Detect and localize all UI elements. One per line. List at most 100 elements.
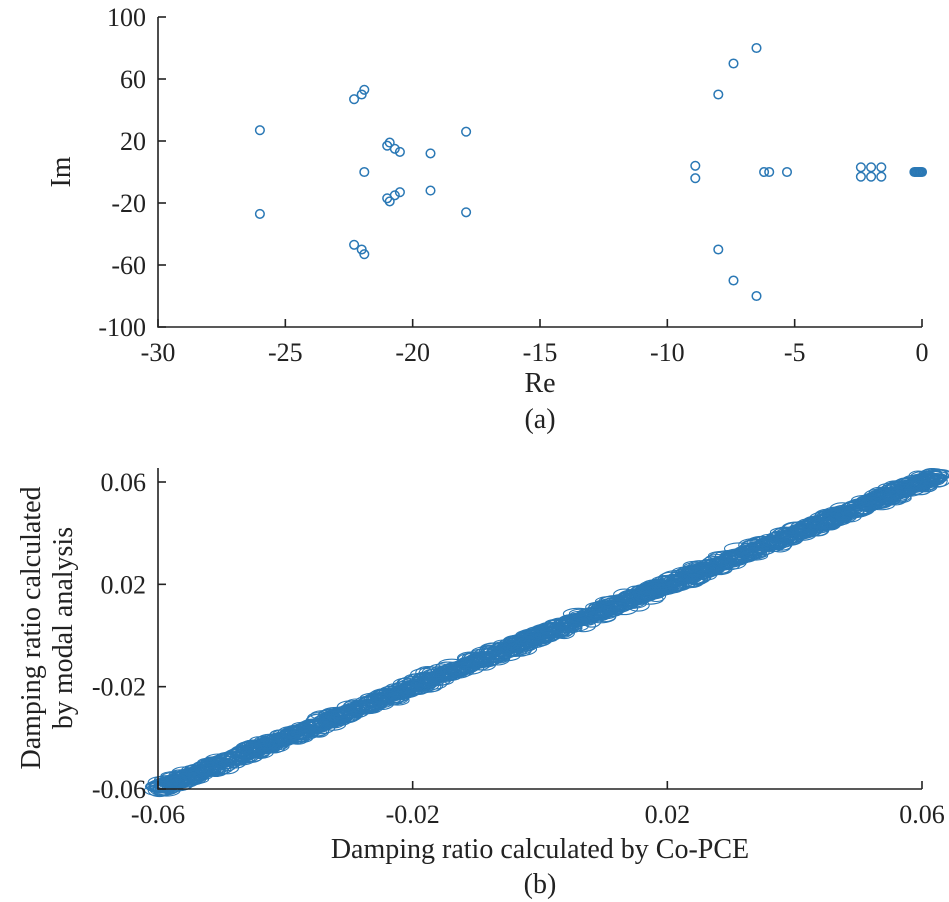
chart-a-point-30	[764, 166, 775, 178]
chart-a-point-24	[713, 244, 724, 255]
chart-a-x-tick-label: -30	[141, 338, 176, 367]
chart-b-point	[639, 583, 659, 598]
chart-a-panel-label: (a)	[524, 404, 555, 435]
chart-b-x-tick-label: -0.02	[386, 800, 440, 829]
chart-a-point-11	[384, 137, 395, 148]
chart-b-point	[279, 727, 307, 738]
chart-b-point	[296, 720, 318, 733]
chart-a-point-44	[916, 166, 928, 178]
chart-a-y-tick-label: 60	[120, 65, 146, 94]
chart-a-point-33	[855, 171, 866, 182]
chart-a-point-37	[876, 171, 887, 182]
chart-a-point-19	[461, 126, 472, 137]
chart-b-point	[310, 720, 336, 731]
chart-b-point	[443, 667, 470, 678]
chart-b-point	[600, 603, 625, 617]
chart-a-point-36	[876, 162, 887, 173]
chart-b-point	[401, 682, 426, 693]
chart-b-point	[613, 588, 636, 602]
chart-b-x-label: Damping ratio calculated by Co-PCE	[331, 834, 749, 865]
chart-a-y-tick-label: -100	[98, 313, 146, 342]
chart-b-point	[254, 738, 276, 750]
chart-a-point-28	[751, 290, 762, 302]
chart-b-point	[236, 741, 265, 755]
chart-b-point	[202, 758, 226, 769]
chart-a-point-31	[781, 166, 793, 178]
chart-b-point	[632, 594, 664, 605]
chart-a-y-label: Im	[46, 156, 77, 187]
chart-b-point	[857, 496, 883, 507]
chart-b-point	[565, 614, 591, 626]
chart-b-point	[681, 571, 704, 582]
chart-b-point	[608, 594, 630, 608]
chart-a-point-1	[254, 208, 265, 219]
chart-b-point	[796, 518, 817, 530]
chart-b-point	[657, 578, 687, 590]
chart-b-point	[812, 518, 837, 530]
chart-a-point-23	[713, 89, 724, 100]
chart-b-point	[839, 508, 868, 519]
chart-b-point	[398, 684, 423, 697]
chart-a-x-tick-label: -15	[523, 338, 558, 367]
chart-b-point	[794, 524, 817, 535]
chart-a-point-25	[728, 58, 739, 69]
chart-b-point	[562, 607, 594, 620]
chart-b-x-tick-label: 0.02	[645, 800, 691, 829]
chart-b-point	[442, 661, 472, 675]
chart-a-x-tick-label: -5	[784, 338, 806, 367]
chart-a-point-12	[384, 196, 395, 207]
chart-b-point	[765, 538, 789, 548]
chart-a-axes	[157, 17, 922, 328]
chart-b-point	[360, 701, 383, 712]
chart-b-y-ticks: -0.06 -0.02 0.02 0.06	[92, 468, 166, 804]
chart-a-y-ticks: -100 -60 -20 20 60 100	[98, 3, 166, 342]
chart-a-point-34	[866, 162, 877, 173]
chart-a-point-7	[359, 249, 370, 260]
chart-b-point	[759, 535, 788, 549]
chart-b-x-ticks: -0.06 -0.02 0.02 0.06	[131, 781, 945, 829]
chart-b-point	[269, 729, 292, 740]
chart-b-point	[921, 469, 949, 480]
chart-b-point	[824, 509, 844, 521]
chart-b-point	[694, 562, 718, 576]
chart-b-point	[806, 520, 829, 533]
chart-a-x-tick-label: -10	[650, 338, 685, 367]
chart-b-y-label-line-1: Damping ratio calculated	[16, 487, 47, 770]
chart-b-point	[503, 640, 534, 654]
chart-a-point-29	[759, 166, 770, 178]
chart-b-point	[457, 657, 478, 672]
chart-b-point	[840, 501, 870, 512]
chart-b-point	[736, 547, 759, 559]
chart-b-point	[540, 629, 560, 640]
chart-a-point-15	[394, 146, 405, 157]
chart-b-point	[822, 510, 845, 520]
chart-b-point	[895, 480, 927, 494]
chart-b-points	[143, 468, 949, 798]
chart-b-point	[231, 745, 260, 759]
chart-b-point	[423, 675, 454, 686]
chart-b-y-tick-label: 0.06	[101, 468, 147, 497]
chart-b-point	[896, 480, 921, 491]
chart-b-point	[499, 640, 524, 653]
chart-a-point-17	[425, 148, 436, 159]
chart-b-point	[748, 546, 770, 559]
chart-a-y-tick-label: 100	[107, 3, 146, 32]
chart-b-point	[753, 539, 778, 553]
chart-a-point-14	[389, 190, 400, 201]
chart-b-point	[680, 566, 708, 580]
chart-b-point	[892, 485, 918, 497]
chart-b-point	[746, 535, 777, 550]
chart-b-point	[781, 521, 811, 535]
chart-a-point-21	[690, 160, 701, 171]
chart-b-point	[220, 755, 245, 767]
chart-b-point	[533, 625, 561, 638]
chart-b-point	[319, 710, 351, 722]
chart-a-x-label: Re	[524, 368, 555, 399]
chart-b-panel-label: (b)	[524, 869, 557, 900]
chart-b-y-tick-label: 0.02	[101, 570, 147, 599]
chart-b-point	[642, 579, 667, 589]
chart-b-point	[319, 714, 341, 724]
chart-a-x-ticks: -30 -25 -20 -15 -10 -5 0	[141, 319, 929, 367]
chart-b-point	[584, 606, 607, 620]
